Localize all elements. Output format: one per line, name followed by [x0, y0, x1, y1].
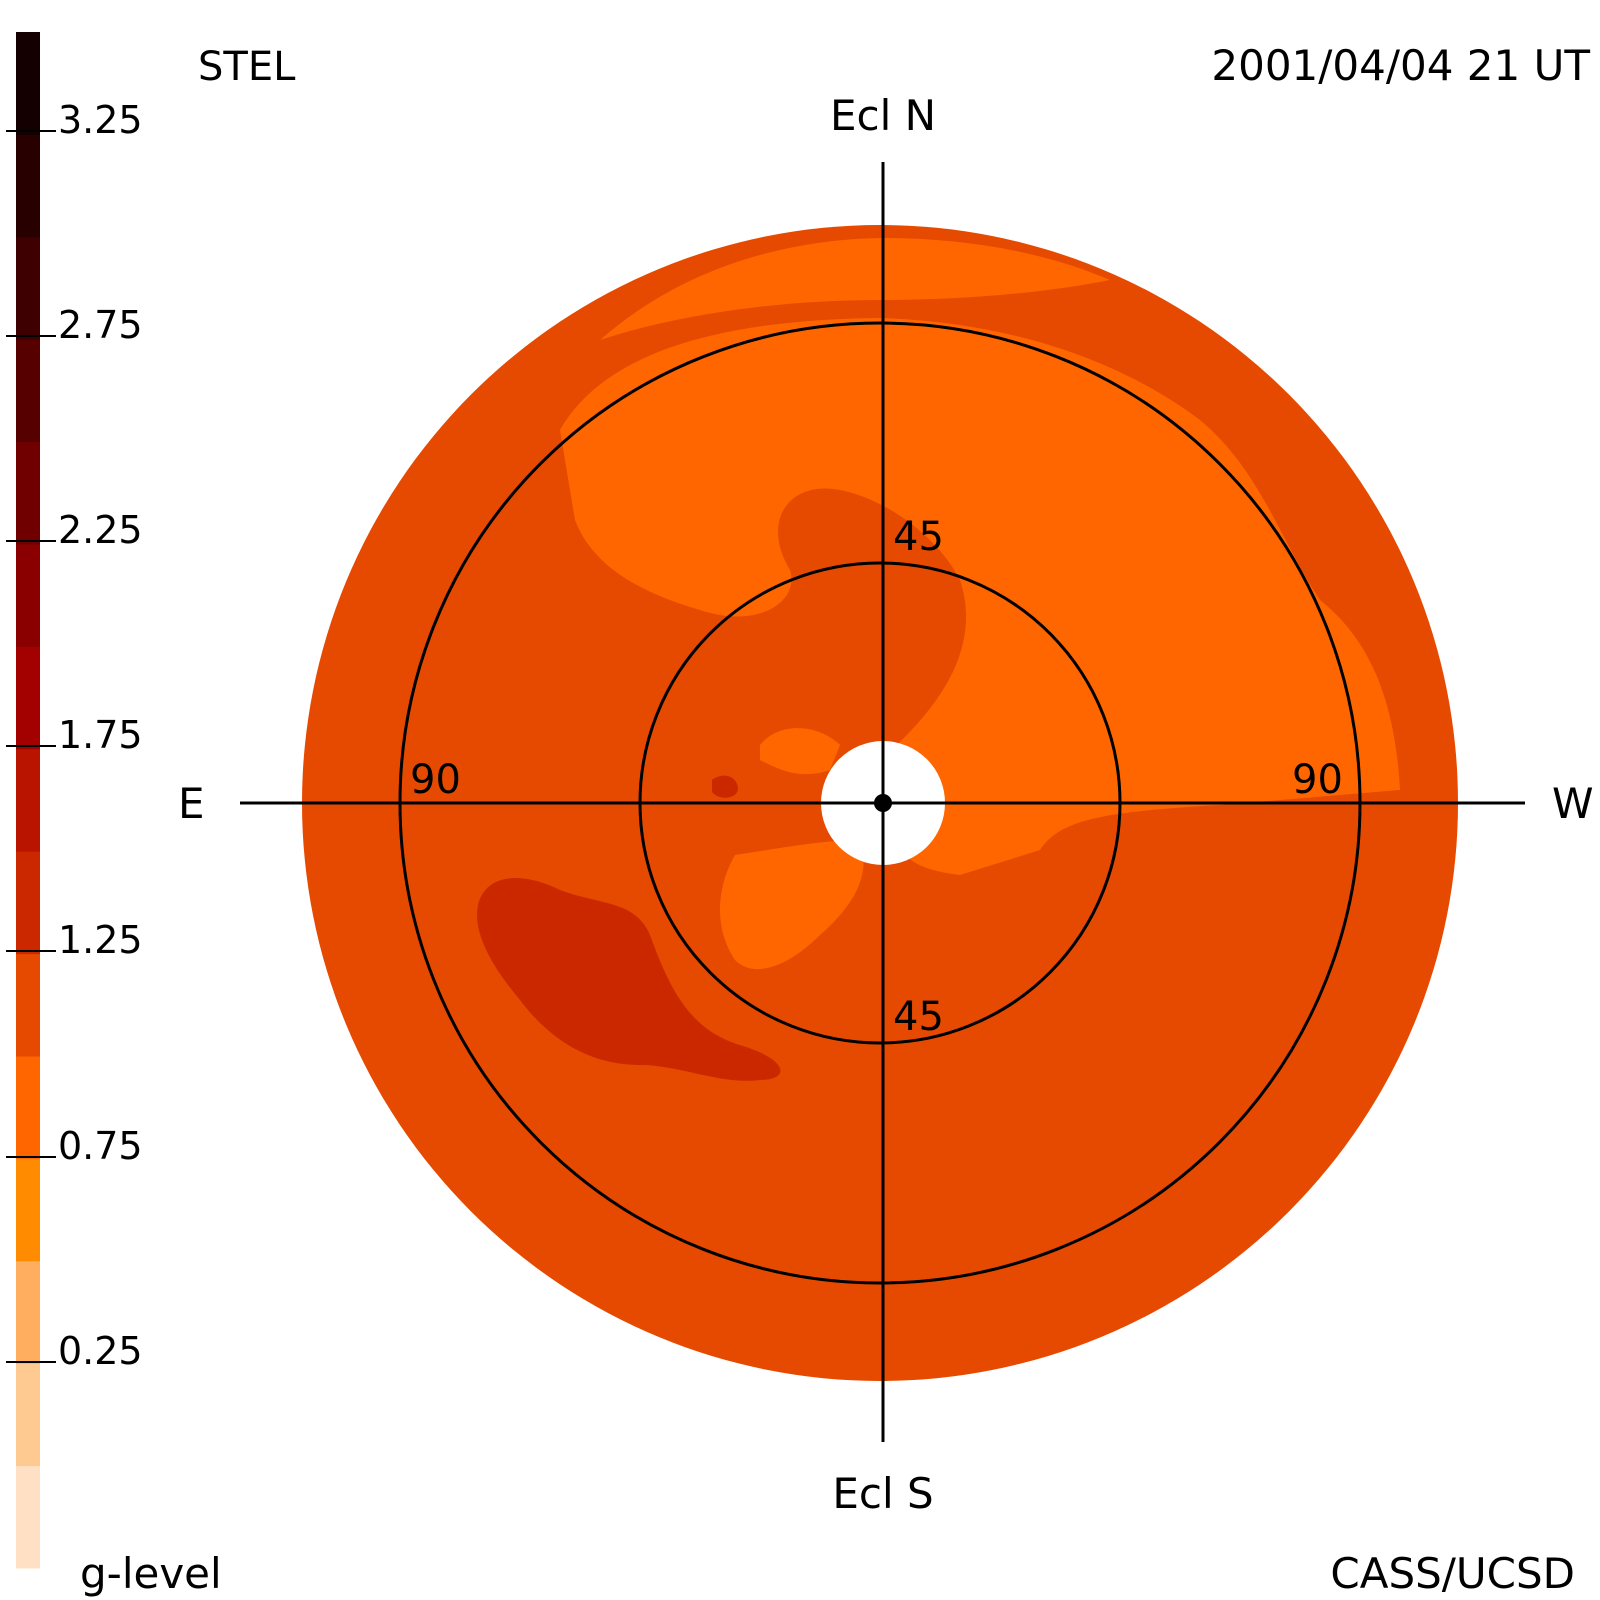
colorbar [6, 32, 56, 1569]
ring-label-90-right: 90 [1292, 757, 1343, 803]
instrument-label: STEL [198, 44, 296, 90]
colorbar-segment [16, 1056, 40, 1159]
colorbar-segment [16, 236, 40, 340]
direction-west-label: W [1552, 779, 1594, 828]
colorbar-segment [16, 32, 40, 135]
colorbar-segment [16, 1260, 40, 1364]
colorbar-tick-label: 2.25 [58, 508, 143, 552]
ring-label-45-bottom: 45 [893, 994, 944, 1040]
colorbar-title: g-level [80, 1549, 222, 1598]
colorbar-tick-label: 0.75 [58, 1124, 143, 1168]
colorbar-segment [16, 748, 40, 852]
light-region-southwest [720, 840, 864, 970]
ring-label-90-left: 90 [410, 757, 461, 803]
direction-north-label: Ecl N [830, 91, 936, 140]
colorbar-tick-label: 2.75 [58, 303, 143, 347]
colorbar-segment [16, 953, 40, 1057]
dark-region-southeast [477, 878, 781, 1081]
dark-spot [712, 775, 738, 798]
light-region-east-rim [600, 238, 1110, 340]
colorbar-segment [16, 1363, 40, 1467]
colorbar-segment [16, 1465, 40, 1569]
colorbar-tick-label: 3.25 [58, 98, 143, 142]
light-region-center-north [760, 728, 840, 775]
colorbar-tick-label: 0.25 [58, 1329, 143, 1373]
colorbar-segment [16, 646, 40, 750]
colorbar-segment [16, 1158, 40, 1262]
credit-label: CASS/UCSD [1330, 1549, 1575, 1598]
ring-label-45-top: 45 [893, 514, 944, 560]
colorbar-segment [16, 851, 40, 955]
colorbar-tick-label: 1.25 [58, 918, 143, 962]
colorbar-segment [16, 441, 40, 545]
colorbar-segment [16, 134, 40, 238]
direction-south-label: Ecl S [832, 1469, 933, 1518]
timestamp-label: 2001/04/04 21 UT [1211, 41, 1590, 90]
colorbar-tick-label: 1.75 [58, 713, 143, 757]
direction-east-label: E [178, 779, 205, 828]
light-region-north [560, 318, 1400, 875]
colorbar-segment [16, 339, 40, 443]
colorbar-segment [16, 544, 40, 647]
sky-disk [240, 162, 1525, 1442]
